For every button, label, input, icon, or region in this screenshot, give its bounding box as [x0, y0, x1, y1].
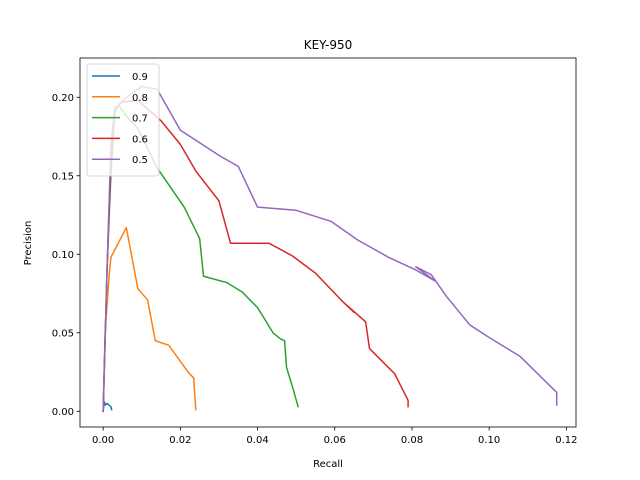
plot-frame — [79, 57, 577, 428]
legend-label: 0.5 — [132, 155, 148, 166]
chart-title: KEY-950 — [304, 38, 353, 52]
x-axis: 0.00 0.02 0.04 0.06 0.08 0.10 0.12 — [92, 427, 577, 446]
x-tick-label: 0.08 — [401, 435, 423, 446]
legend-label: 0.8 — [132, 93, 148, 104]
x-tick-label: 0.00 — [92, 435, 114, 446]
series-line-1 — [102, 226, 197, 413]
y-tick-label: 0.15 — [52, 171, 74, 182]
legend-label: 0.6 — [132, 134, 148, 145]
y-tick-label: 0.10 — [52, 250, 74, 261]
x-tick-label: 0.06 — [324, 435, 346, 446]
legend-label: 0.9 — [132, 72, 148, 83]
x-tick-label: 0.10 — [478, 435, 500, 446]
y-axis-label: Precision — [23, 221, 34, 266]
y-axis: 0.00 0.05 0.10 0.15 0.20 — [52, 93, 80, 418]
x-tick-label: 0.02 — [169, 435, 191, 446]
legend-label: 0.7 — [132, 114, 148, 125]
y-tick-label: 0.20 — [52, 93, 74, 104]
series-line-0 — [102, 401, 113, 413]
x-axis-label: Recall — [313, 459, 343, 470]
legend-box — [86, 63, 160, 177]
y-tick-label: 0.05 — [52, 328, 74, 339]
legend: 0.9 0.8 0.7 0.6 0.5 — [86, 63, 160, 177]
x-tick-label: 0.04 — [246, 435, 268, 446]
x-tick-label: 0.12 — [555, 435, 577, 446]
y-tick-label: 0.00 — [52, 407, 74, 418]
